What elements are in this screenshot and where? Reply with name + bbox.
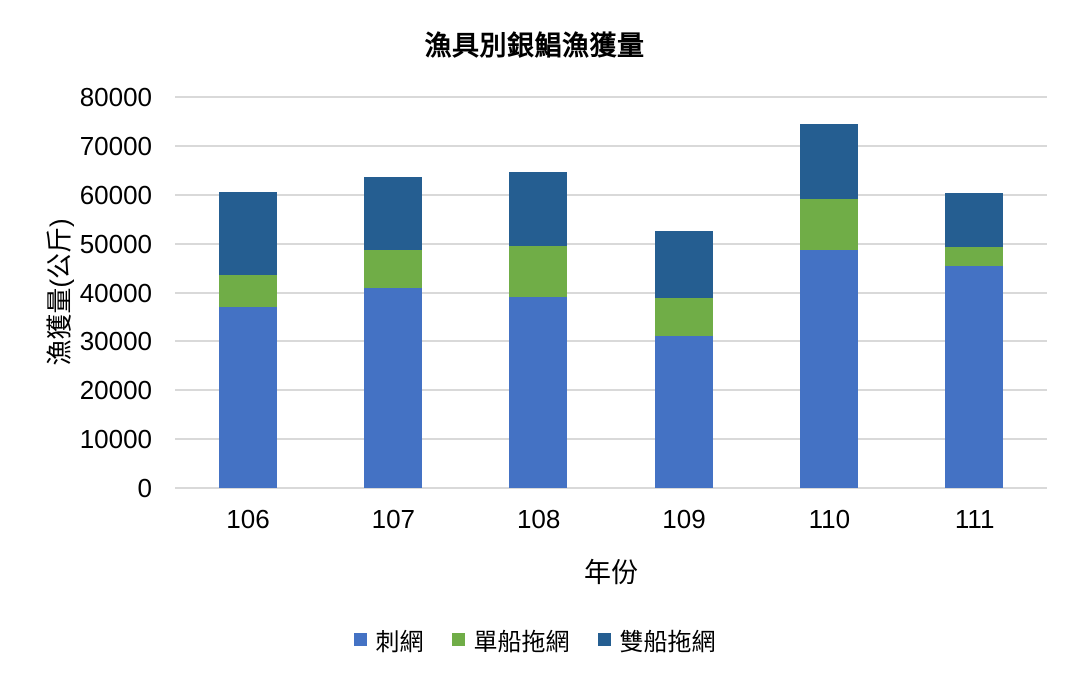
legend-item-雙船拖網: 雙船拖網 [597,622,716,657]
legend-swatch-icon [451,633,465,646]
x-tick-label: 110 [808,504,851,534]
legend: 刺網 單船拖網 雙船拖網 [0,622,1069,657]
bar-segment-109-刺網 [654,335,713,488]
y-tick-label: 50000 [79,228,152,259]
bar-segment-107-單船拖網 [364,249,422,288]
y-tick-label: 80000 [79,82,152,112]
gridline [175,291,1047,294]
x-tick-label: 111 [954,504,995,534]
legend-item-單船拖網: 單船拖網 [451,622,570,657]
bar-segment-110-單船拖網 [800,198,858,251]
x-axis-title: 年份 [584,558,638,588]
bar-segment-110-刺網 [800,250,858,488]
bar-segment-111-單船拖網 [945,246,1004,267]
x-tick-label: 106 [226,504,270,534]
legend-label: 雙船拖網 [619,629,716,656]
x-axis-line [175,487,1047,489]
y-tick-label: 40000 [79,277,152,308]
bar-segment-107-雙船拖網 [364,177,422,250]
y-tick-label: 70000 [79,130,152,161]
bar-segment-108-單船拖網 [509,246,568,298]
chart-title: 漁具別銀鯧漁獲量 [424,31,645,61]
x-tick-label: 109 [662,504,706,534]
bar-segment-111-刺網 [945,266,1004,488]
gridline [175,389,1047,392]
bar-segment-106-單船拖網 [218,274,277,308]
gridline [175,438,1047,441]
gridline [175,96,1047,98]
plot-area [175,96,1047,489]
y-tick-label: 60000 [79,179,152,210]
bar-segment-109-單船拖網 [654,297,713,336]
bar-segment-110-雙船拖網 [800,123,858,199]
legend-swatch-icon [353,633,367,646]
bar-segment-108-雙船拖網 [509,171,568,247]
legend-item-刺網: 刺網 [353,622,424,657]
gridline [175,193,1047,196]
y-tick-label: 20000 [79,375,152,406]
legend-label: 單船拖網 [473,629,570,656]
y-tick-label: 0 [137,473,152,503]
bar-segment-107-刺網 [364,287,422,488]
gridline [175,340,1047,343]
gridline [175,242,1047,245]
y-tick-label: 30000 [79,326,152,357]
x-tick-label: 108 [516,504,561,534]
bar-segment-111-雙船拖網 [945,192,1004,247]
bar-segment-109-雙船拖網 [654,230,713,298]
bar-segment-106-刺網 [218,307,277,488]
x-tick-label: 107 [371,504,416,534]
legend-swatch-icon [597,633,611,646]
gridline [175,144,1047,147]
bar-segment-108-刺網 [509,297,568,488]
legend-label: 刺網 [375,629,424,656]
y-tick-label: 10000 [79,424,152,455]
bar-segment-106-雙船拖網 [218,191,277,275]
